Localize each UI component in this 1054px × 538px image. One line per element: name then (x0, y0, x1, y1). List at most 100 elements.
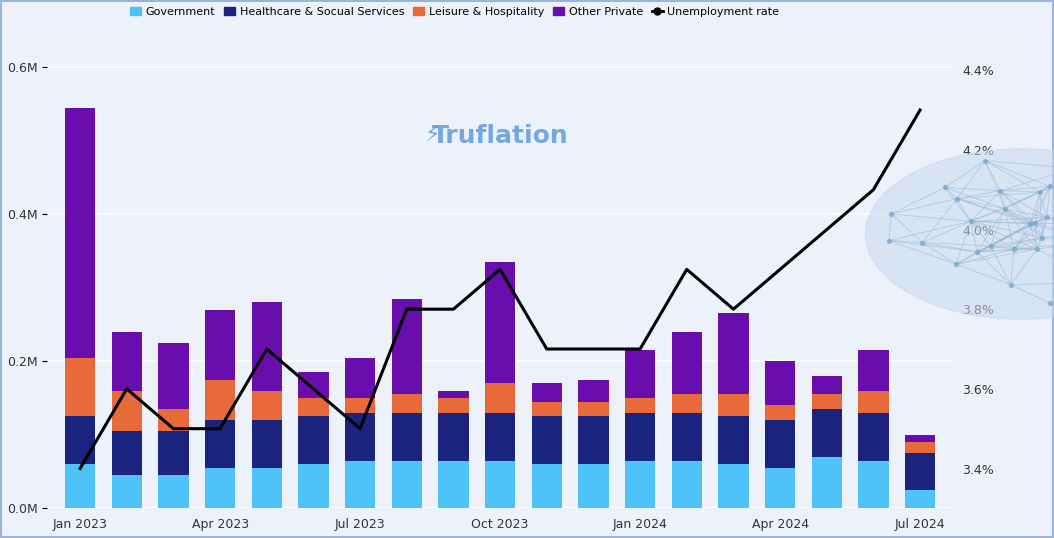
Point (1041, 182, 1054, 190)
Bar (579, 464, 608, 508)
Bar (765, 420, 796, 468)
Point (976, 157, 993, 165)
Bar (812, 409, 842, 457)
Point (1041, 299, 1054, 307)
Bar (671, 461, 702, 508)
Bar (531, 464, 562, 508)
Bar (252, 420, 281, 468)
Bar (158, 475, 189, 508)
Bar (671, 332, 702, 394)
Bar (625, 413, 656, 461)
Bar (112, 332, 142, 391)
Bar (625, 350, 656, 398)
Bar (252, 302, 281, 391)
Bar (765, 362, 796, 406)
Bar (905, 435, 935, 442)
Point (982, 242, 999, 250)
Bar (438, 413, 469, 461)
Point (948, 260, 964, 268)
Bar (485, 384, 515, 413)
Bar (718, 464, 748, 508)
Circle shape (865, 149, 1054, 319)
Bar (905, 453, 935, 490)
Point (937, 183, 954, 192)
Bar (204, 420, 235, 468)
Bar (765, 406, 796, 420)
Bar (579, 416, 608, 464)
Point (1038, 213, 1054, 222)
Bar (392, 394, 422, 413)
Bar (65, 416, 95, 464)
Bar (252, 391, 281, 420)
Bar (345, 461, 375, 508)
Bar (392, 413, 422, 461)
Bar (858, 391, 889, 413)
Bar (905, 442, 935, 453)
Bar (298, 398, 329, 416)
Bar (625, 461, 656, 508)
Point (962, 217, 979, 226)
Point (1034, 233, 1051, 242)
Legend: Government, Healthcare & Socual Services, Leisure & Hospitality, Other Private, : Government, Healthcare & Socual Services… (125, 3, 784, 22)
Text: ⚡: ⚡ (425, 125, 440, 146)
Point (996, 204, 1013, 213)
Bar (579, 402, 608, 416)
Bar (485, 262, 515, 384)
Bar (158, 409, 189, 431)
Bar (345, 398, 375, 413)
Bar (485, 413, 515, 461)
Point (949, 194, 965, 203)
Point (1021, 220, 1038, 228)
Bar (812, 376, 842, 394)
Bar (625, 398, 656, 413)
Bar (392, 461, 422, 508)
Bar (252, 468, 281, 508)
Bar (858, 413, 889, 461)
Point (992, 186, 1009, 195)
Point (1032, 188, 1049, 196)
Bar (579, 380, 608, 402)
Bar (158, 431, 189, 475)
Point (1027, 218, 1043, 227)
Bar (112, 431, 142, 475)
Bar (438, 391, 469, 398)
Bar (485, 461, 515, 508)
Point (1002, 280, 1019, 289)
Bar (438, 398, 469, 413)
Bar (531, 384, 562, 402)
Bar (671, 394, 702, 413)
Bar (858, 350, 889, 391)
Bar (858, 461, 889, 508)
Bar (345, 358, 375, 398)
Bar (298, 416, 329, 464)
Bar (204, 380, 235, 420)
Bar (65, 108, 95, 358)
Bar (158, 343, 189, 409)
Bar (204, 468, 235, 508)
Bar (812, 457, 842, 508)
Bar (531, 416, 562, 464)
Bar (531, 402, 562, 416)
Point (1006, 245, 1022, 253)
Bar (718, 314, 748, 394)
Bar (298, 372, 329, 398)
Point (883, 210, 900, 218)
Bar (812, 394, 842, 409)
Point (880, 236, 897, 245)
Bar (298, 464, 329, 508)
Point (914, 238, 931, 247)
Bar (905, 490, 935, 508)
Point (969, 247, 985, 256)
Bar (65, 464, 95, 508)
Text: Truflation: Truflation (432, 124, 568, 147)
Point (1029, 245, 1046, 253)
Bar (671, 413, 702, 461)
Bar (204, 310, 235, 380)
Bar (765, 468, 796, 508)
Bar (65, 358, 95, 416)
Bar (345, 413, 375, 461)
Bar (718, 416, 748, 464)
Bar (112, 391, 142, 431)
Bar (392, 299, 422, 394)
Bar (438, 461, 469, 508)
